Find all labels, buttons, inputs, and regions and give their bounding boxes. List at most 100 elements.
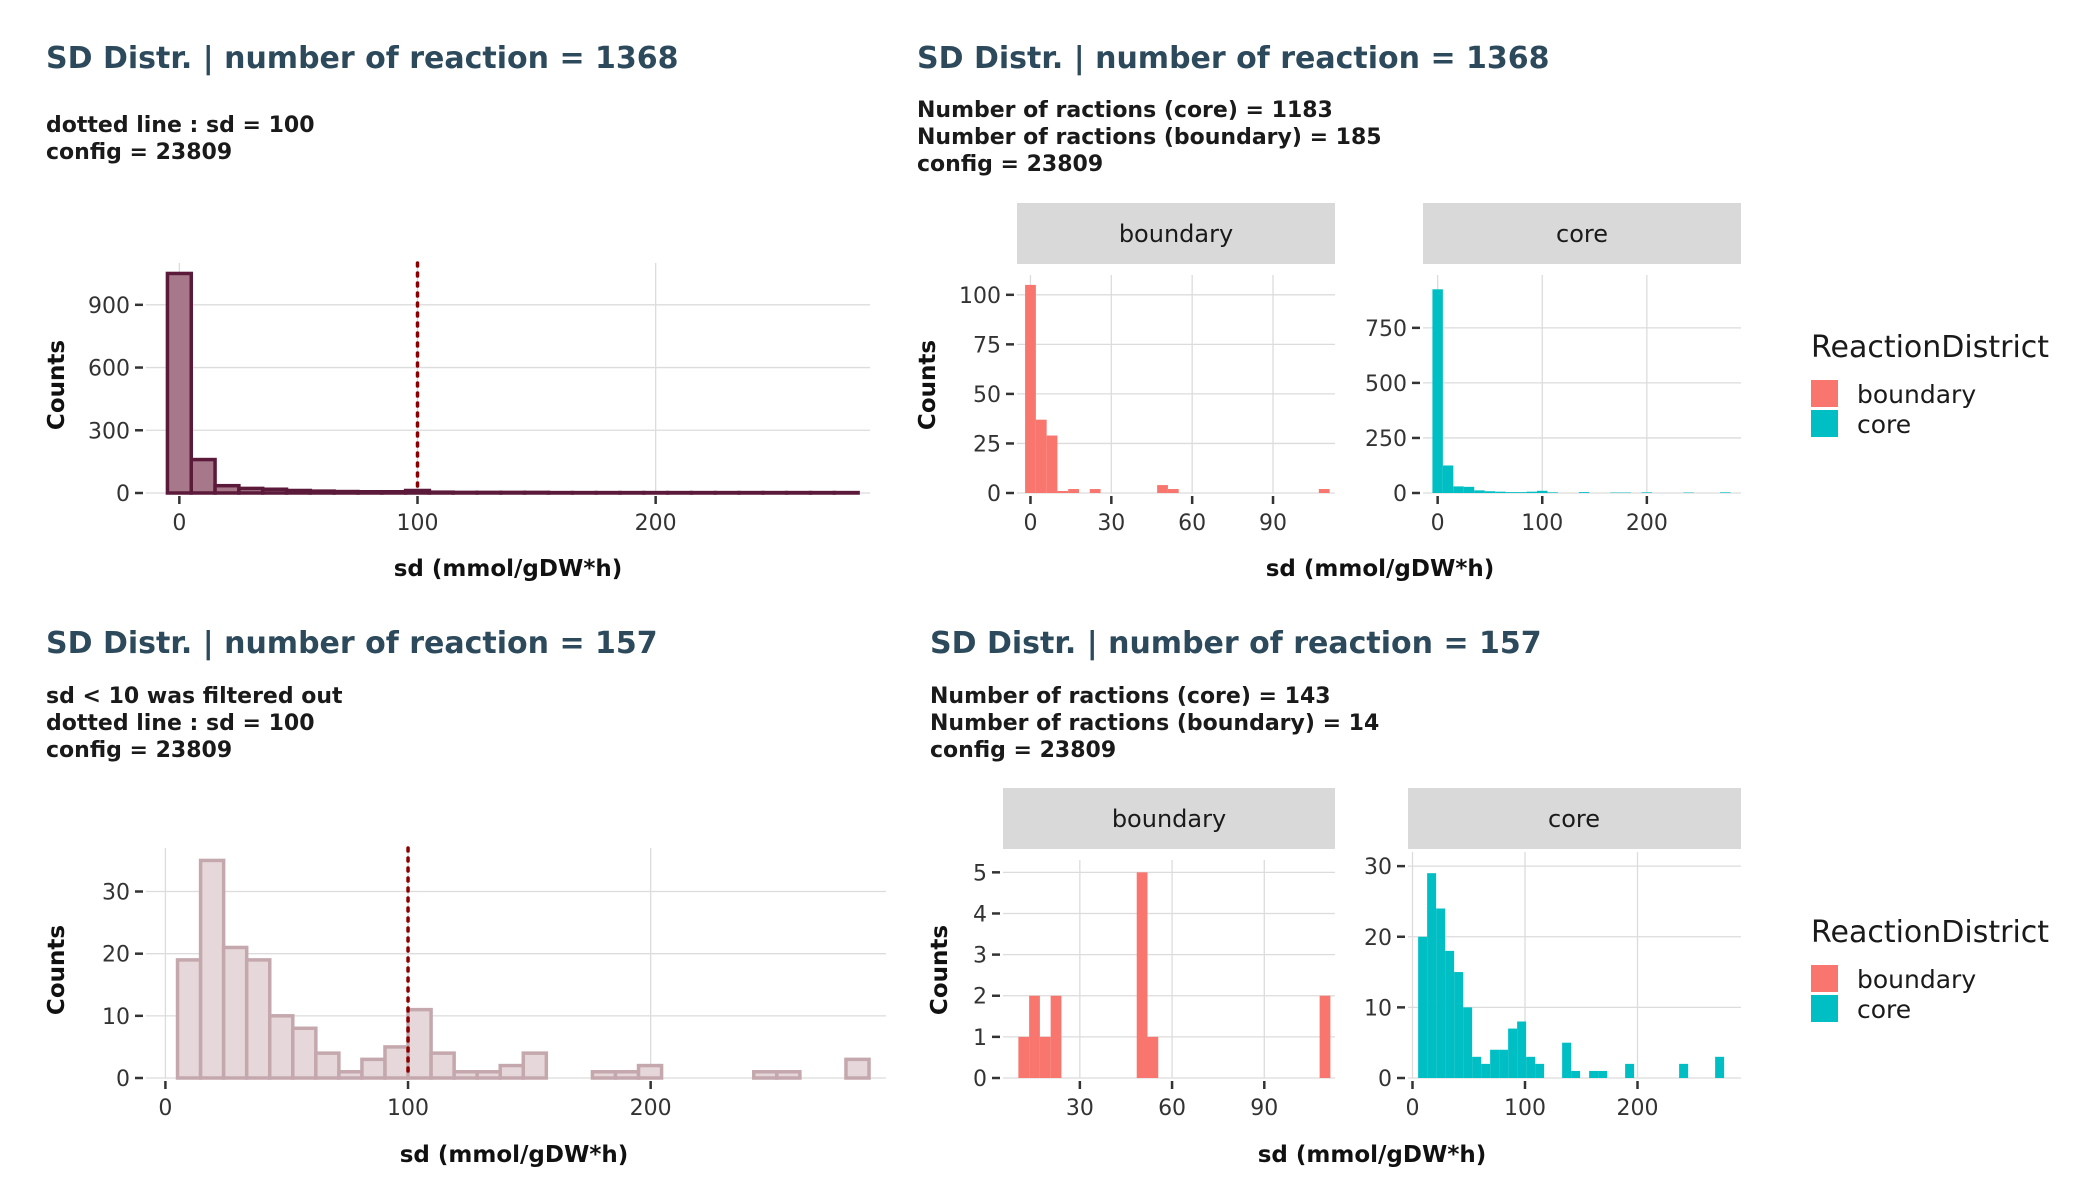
panel-a-bar-3 [237,486,265,495]
panel-b-core-bar-7 [1505,492,1517,493]
panel-c-bar-11 [429,1051,456,1080]
panel-b-legend-title: ReactionDistrict [1811,330,2049,365]
panel-d-core-xtick-label-2: 200 [1617,1096,1659,1121]
panel-b-core-xtick-label-2: 200 [1626,511,1668,536]
panel-d-core-xtick-label-0: 0 [1406,1096,1420,1121]
panel-d-boundary-ytick-label-1: 1 [973,1026,987,1051]
panel-b-core-bar-0 [1432,289,1443,493]
panel-c: SD Distr. | number of reaction = 157 sd … [44,626,886,1168]
panel-d-ylabel: Counts [927,925,953,1015]
panel-b-boundary-ytick-label-1: 25 [973,432,1001,457]
panel-d-core-ytick-label-0: 0 [1378,1067,1392,1092]
panel-a-bar-10 [403,488,432,495]
panel-d-core-bar-8 [1490,1049,1500,1078]
panel-d-boundary-xtick-label-1: 60 [1158,1096,1186,1121]
panel-b-boundary-xtick-label-2: 60 [1178,511,1206,536]
panel-c-bar-1 [198,858,226,1080]
panel-b-core-bar-9 [1526,491,1538,493]
panel-d-subtitle-3: config = 23809 [930,738,1116,763]
panel-c-subtitle-2: dotted line : sd = 100 [46,711,315,736]
panel-d-boundary-ytick-label-3: 3 [973,944,987,969]
panel-c-xtick-label-2: 200 [630,1096,672,1121]
panel-d: SD Distr. | number of reaction = 157 Num… [927,626,2049,1168]
panel-b-core-bar-17 [1720,492,1731,493]
panel-a-ytick-label-1: 300 [88,419,130,444]
panel-a-bar-8 [356,489,384,495]
panel-b-legend-label-core: core [1857,410,1911,439]
panel-b-core-bar-3 [1463,486,1475,493]
plot-b-core: 0 250 500 750 0 100 200 [1365,275,1741,536]
panel-d-boundary-xtick-label-0: 30 [1066,1096,1094,1121]
panel-a-ylabel: Counts [44,340,70,430]
panel-d-strip-boundary-label: boundary [1112,805,1226,833]
panel-c-xtick-label-1: 100 [387,1096,429,1121]
panel-c-bar-13 [475,1070,502,1080]
panel-b-strip-core [1423,203,1741,264]
panel-a-bar-13 [475,490,503,495]
panel-c-ytick-label-1: 10 [102,1005,130,1030]
panel-a-bar-12 [451,490,479,495]
panel-d-boundary-bar-2 [1039,1036,1051,1078]
panel-d-boundary-bar-6 [1319,995,1331,1078]
panel-a-xtick-label-1: 100 [397,511,439,536]
panel-b-boundary-bar-3 [1057,491,1069,493]
panel-b-core-bar-6 [1495,491,1506,493]
panel-b-core-bar-10 [1537,490,1548,493]
panel-d-core-bar-11 [1517,1021,1527,1078]
panel-b-boundary-bar-8 [1318,489,1330,493]
panel-c-title: SD Distr. | number of reaction = 157 [46,626,658,661]
panel-c-bar-14 [498,1063,526,1080]
panel-d-legend-key-core [1811,995,1838,1022]
panel-d-core-bar-10 [1508,1028,1518,1078]
plot-c: 0 10 20 30 0 100 200 [102,846,886,1121]
panel-d-core-bar-18 [1625,1063,1635,1078]
panel-a: SD Distr. | number of reaction = 1368 do… [44,41,870,582]
panel-b-subtitle-1: Number of ractions (core) = 1183 [917,98,1333,123]
panel-d-boundary-ytick-label-2: 2 [973,985,987,1010]
panel-d-core-bar-17 [1598,1070,1608,1078]
panel-d-boundary-ytick-label-5: 5 [973,861,987,886]
panel-c-bar-10 [406,1007,433,1080]
panel-d-title: SD Distr. | number of reaction = 157 [930,626,1542,661]
panel-a-bar-7 [332,489,360,495]
panel-d-core-bar-4 [1454,972,1464,1078]
panel-d-strip-boundary [1003,788,1335,849]
panel-a-subtitle-1: dotted line : sd = 100 [46,113,315,138]
panel-c-bar-6 [314,1051,341,1080]
panel-c-bar-25 [752,1070,779,1080]
panel-d-core-bar-6 [1472,1056,1482,1078]
panel-b-core-xtick-label-0: 0 [1431,511,1445,536]
panel-c-bar-3 [244,958,272,1080]
panel-b-title: SD Distr. | number of reaction = 1368 [917,41,1550,76]
panel-d-core-bar-20 [1715,1056,1725,1078]
panel-d-legend-label-boundary: boundary [1857,965,1976,994]
panel-b: SD Distr. | number of reaction = 1368 Nu… [915,41,2049,582]
panel-c-bar-5 [291,1026,318,1080]
panel-b-legend-label-boundary: boundary [1857,380,1976,409]
panel-b-boundary-bar-2 [1046,435,1058,493]
panel-b-strip-core-label: core [1556,220,1608,248]
panel-b-core-ytick-label-1: 250 [1365,427,1407,452]
panel-d-core-bar-13 [1535,1063,1545,1078]
panel-c-bar-4 [267,1014,295,1080]
panel-a-bar-11 [427,490,455,495]
panel-b-boundary-bar-1 [1035,419,1047,493]
panel-c-bar-2 [221,945,249,1080]
panel-d-boundary-bar-5 [1147,1036,1159,1078]
panel-b-core-bar-4 [1474,490,1485,493]
panel-a-bar-2 [213,483,241,495]
panel-a-ytick-label-2: 600 [88,357,130,382]
panel-b-core-xtick-label-1: 100 [1521,511,1563,536]
panel-a-subtitle-2: config = 23809 [46,140,232,165]
panel-d-boundary-xtick-label-2: 90 [1250,1096,1278,1121]
panel-c-bar-19 [613,1070,641,1080]
panel-b-xlabel: sd (mmol/gDW*h) [1266,556,1495,582]
panel-c-bar-29 [844,1057,871,1080]
panel-d-boundary-bar-4 [1136,872,1148,1078]
panel-a-ytick-label-3: 900 [88,294,130,319]
panel-b-legend-key-core [1811,410,1838,437]
panel-c-xlabel: sd (mmol/gDW*h) [400,1142,629,1168]
plot-d-core: 0 10 20 30 0 100 200 [1364,852,1741,1121]
panel-a-bar-0 [165,271,193,495]
